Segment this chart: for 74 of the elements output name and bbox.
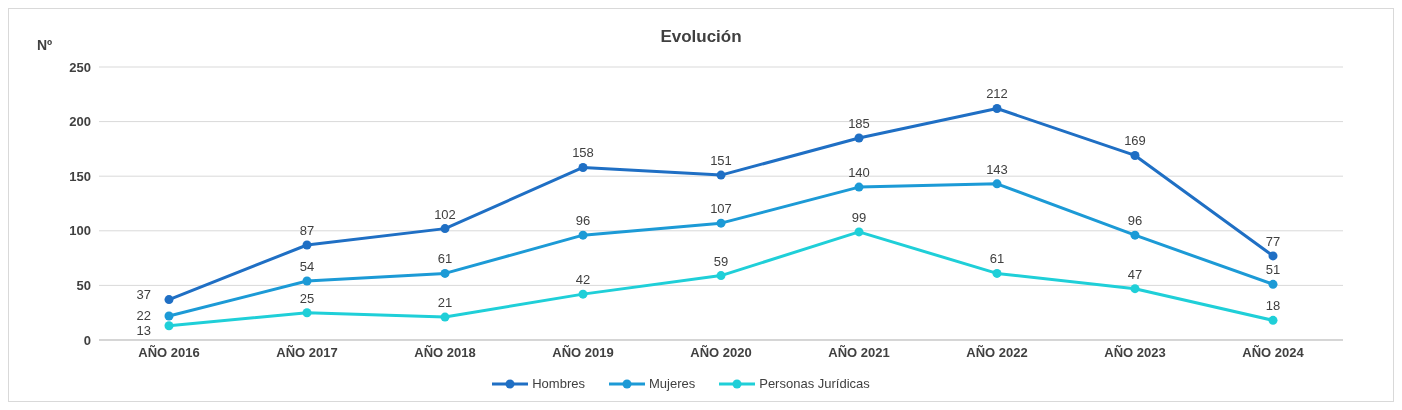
legend-label: Personas Jurídicas xyxy=(759,376,870,391)
point xyxy=(992,104,1002,113)
point xyxy=(440,224,450,234)
data-label: 96 xyxy=(1127,213,1143,229)
y-axis-title: Nº xyxy=(37,37,53,53)
point xyxy=(992,268,1002,278)
point xyxy=(440,268,450,278)
data-label: 59 xyxy=(713,253,729,269)
point xyxy=(854,227,864,237)
point xyxy=(302,276,312,286)
data-label: 212 xyxy=(986,86,1008,102)
point xyxy=(1130,150,1140,160)
data-label: 77 xyxy=(1265,233,1281,249)
data-label: 158 xyxy=(572,145,594,161)
point xyxy=(716,170,726,180)
point xyxy=(440,312,450,322)
y-tick-label: 150 xyxy=(69,168,91,184)
point xyxy=(992,179,1002,189)
x-tick-label: AÑO 2016 xyxy=(138,345,200,361)
point xyxy=(578,162,588,172)
data-label: 99 xyxy=(851,209,867,225)
point xyxy=(578,289,588,299)
point xyxy=(164,295,174,305)
x-tick-label: AÑO 2018 xyxy=(414,345,476,361)
data-label: 102 xyxy=(434,206,456,222)
data-label: 42 xyxy=(575,272,591,288)
y-tick-label: 200 xyxy=(69,114,91,130)
point xyxy=(854,182,864,192)
data-label: 169 xyxy=(1124,133,1146,149)
chart-title: Evolución xyxy=(660,27,742,46)
data-label: 47 xyxy=(1127,266,1143,282)
y-tick-label: 0 xyxy=(83,332,91,348)
data-label: 143 xyxy=(986,161,1008,177)
data-label: 151 xyxy=(710,153,732,169)
data-label: 61 xyxy=(437,251,453,267)
point xyxy=(1268,279,1278,289)
point xyxy=(1268,251,1278,261)
point xyxy=(1130,230,1140,240)
legend-label: Mujeres xyxy=(648,376,696,391)
x-tick-label: AÑO 2020 xyxy=(690,345,752,361)
data-label: 37 xyxy=(136,286,151,302)
data-label: 96 xyxy=(575,213,591,229)
y-tick-label: 50 xyxy=(76,278,91,294)
x-tick-label: AÑO 2019 xyxy=(552,345,614,361)
x-tick-label: AÑO 2023 xyxy=(1104,345,1166,361)
data-label: 13 xyxy=(136,322,151,338)
data-label: 18 xyxy=(1265,298,1281,314)
point xyxy=(164,321,174,331)
data-label: 87 xyxy=(299,223,315,238)
y-tick-label: 100 xyxy=(69,223,91,239)
data-label: 21 xyxy=(437,295,453,311)
point xyxy=(164,311,174,321)
point xyxy=(716,271,726,281)
point xyxy=(1268,315,1278,325)
x-tick-label: AÑO 2021 xyxy=(828,345,890,361)
point xyxy=(716,218,726,228)
x-tick-label: AÑO 2017 xyxy=(276,345,338,361)
data-label: 107 xyxy=(710,201,732,217)
data-label: 140 xyxy=(848,165,870,181)
data-label: 22 xyxy=(136,307,151,323)
data-label: 25 xyxy=(299,290,315,306)
x-tick-label: AÑO 2024 xyxy=(1242,345,1305,361)
legend-label: Hombres xyxy=(532,376,585,391)
point xyxy=(578,230,588,240)
point xyxy=(854,133,864,143)
data-label: 51 xyxy=(1265,262,1281,278)
data-label: 54 xyxy=(299,259,315,275)
point xyxy=(302,308,312,318)
y-tick-label: 250 xyxy=(69,59,91,75)
point xyxy=(302,240,312,250)
point xyxy=(1130,284,1140,294)
data-label: 61 xyxy=(989,251,1005,267)
data-label: 185 xyxy=(848,115,870,131)
x-tick-label: AÑO 2022 xyxy=(966,345,1028,361)
